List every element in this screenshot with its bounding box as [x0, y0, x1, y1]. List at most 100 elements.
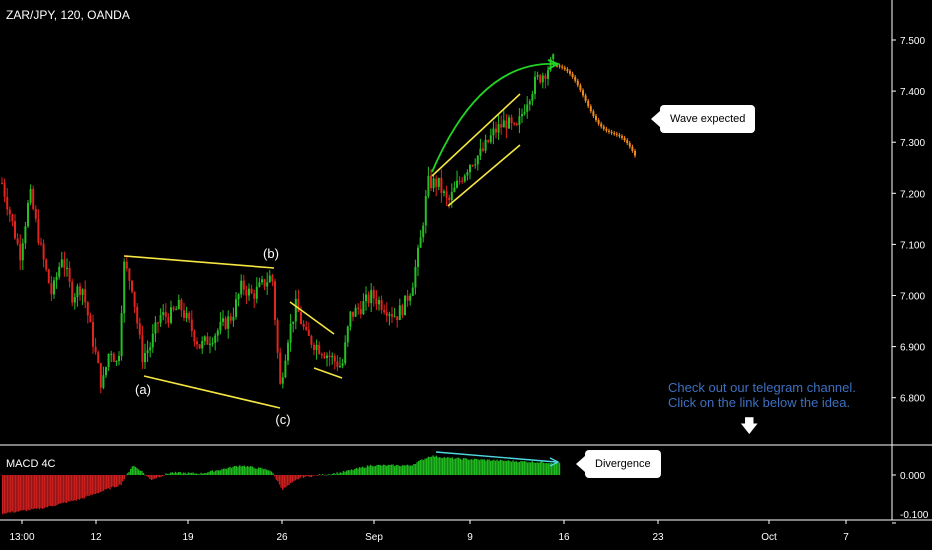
candle-body [502, 120, 505, 128]
macd-bar [427, 456, 429, 475]
macd-bar [192, 472, 194, 475]
macd-bar [62, 475, 65, 503]
macd-bar [278, 475, 281, 485]
macd-bar [370, 464, 372, 475]
projection-body [631, 146, 634, 151]
macd-bar [462, 458, 465, 475]
macd-bar [402, 465, 404, 475]
candle-body [463, 175, 466, 182]
candle-body [131, 280, 133, 292]
candle-body [297, 298, 300, 313]
candle-body [167, 316, 170, 323]
candle-body [318, 344, 321, 354]
macd-bar [29, 475, 31, 511]
candle-body [29, 188, 32, 203]
macd-bar [93, 475, 95, 495]
candle-body [513, 123, 516, 125]
macd-bar [158, 475, 161, 478]
candle-body [326, 355, 328, 358]
macd-bar [429, 456, 431, 475]
macd-bar [86, 475, 89, 496]
macd-bar [112, 475, 114, 487]
macd-bar [77, 475, 79, 500]
candle-body [133, 291, 136, 307]
macd-bar [482, 459, 484, 475]
candle-body [128, 268, 131, 281]
candle-body [393, 316, 396, 318]
macd-bar [445, 458, 447, 475]
macd-y-tick-label: -0.100 [900, 510, 929, 521]
candle-body [339, 365, 341, 367]
macd-bar [280, 475, 282, 488]
macd-bar [195, 473, 197, 475]
macd-bar [262, 469, 265, 475]
macd-bar [366, 465, 369, 475]
candle-body [193, 331, 196, 342]
chart-title: ZAR/JPY, 120, OANDA [6, 8, 130, 22]
candle-body [11, 214, 14, 222]
projection-body [623, 137, 626, 141]
candle-body [375, 298, 378, 305]
macd-bar [130, 468, 132, 475]
candle-body [89, 315, 92, 323]
macd-bar [277, 475, 279, 482]
candle-body [86, 302, 89, 316]
macd-bar [117, 475, 119, 487]
candle-body [253, 293, 256, 299]
macd-bar [333, 473, 335, 475]
macd-bar [419, 460, 421, 475]
candle-body [97, 352, 100, 363]
macd-bar [517, 462, 519, 475]
macd-bar [58, 475, 60, 505]
candle-body [479, 148, 482, 156]
macd-bar [392, 464, 394, 475]
candle-body [328, 355, 331, 358]
macd-bar [520, 460, 522, 475]
projection-body [556, 65, 558, 67]
macd-bar [387, 464, 389, 475]
macd-bar [496, 459, 498, 475]
candle-body [125, 261, 128, 269]
macd-bar [3, 475, 5, 514]
candle-body [341, 363, 344, 366]
macd-bar [390, 464, 393, 475]
macd-bar [459, 458, 461, 475]
candle-body [99, 362, 102, 388]
macd-bar [547, 463, 549, 475]
macd-bar [306, 475, 308, 476]
candle-body [138, 323, 141, 335]
macd-bar [254, 468, 257, 475]
candle-body [287, 342, 289, 361]
candle-body [521, 114, 523, 117]
x-tick-label: 23 [652, 532, 664, 543]
candle-body [1, 183, 3, 185]
macd-bar [98, 475, 100, 494]
wave-expected-text: Wave expected [670, 113, 746, 125]
macd-bar [346, 470, 348, 475]
candle-body [440, 177, 443, 193]
macd-bar [61, 475, 63, 503]
macd-bar [510, 461, 513, 475]
candle-body [237, 294, 240, 300]
candle-body [508, 117, 510, 129]
macd-bar [248, 466, 250, 475]
macd-bar [37, 475, 39, 509]
macd-bar [213, 471, 215, 475]
macd-bar [19, 475, 21, 511]
projection-body [615, 133, 618, 135]
macd-bar [88, 475, 90, 497]
macd-bar [216, 470, 218, 475]
projection-body [584, 95, 587, 101]
x-tick-label: 19 [182, 532, 194, 543]
candle-body [123, 261, 126, 314]
candle-body [432, 178, 435, 189]
x-tick-label: 13:00 [9, 532, 34, 543]
macd-bar [488, 459, 490, 475]
macd-bar [150, 475, 153, 481]
macd-bar [182, 472, 185, 475]
projection-body [563, 67, 566, 70]
macd-bar [154, 475, 156, 479]
candle-body [227, 316, 230, 329]
macd-bar [480, 459, 482, 475]
candle-body [427, 175, 430, 196]
